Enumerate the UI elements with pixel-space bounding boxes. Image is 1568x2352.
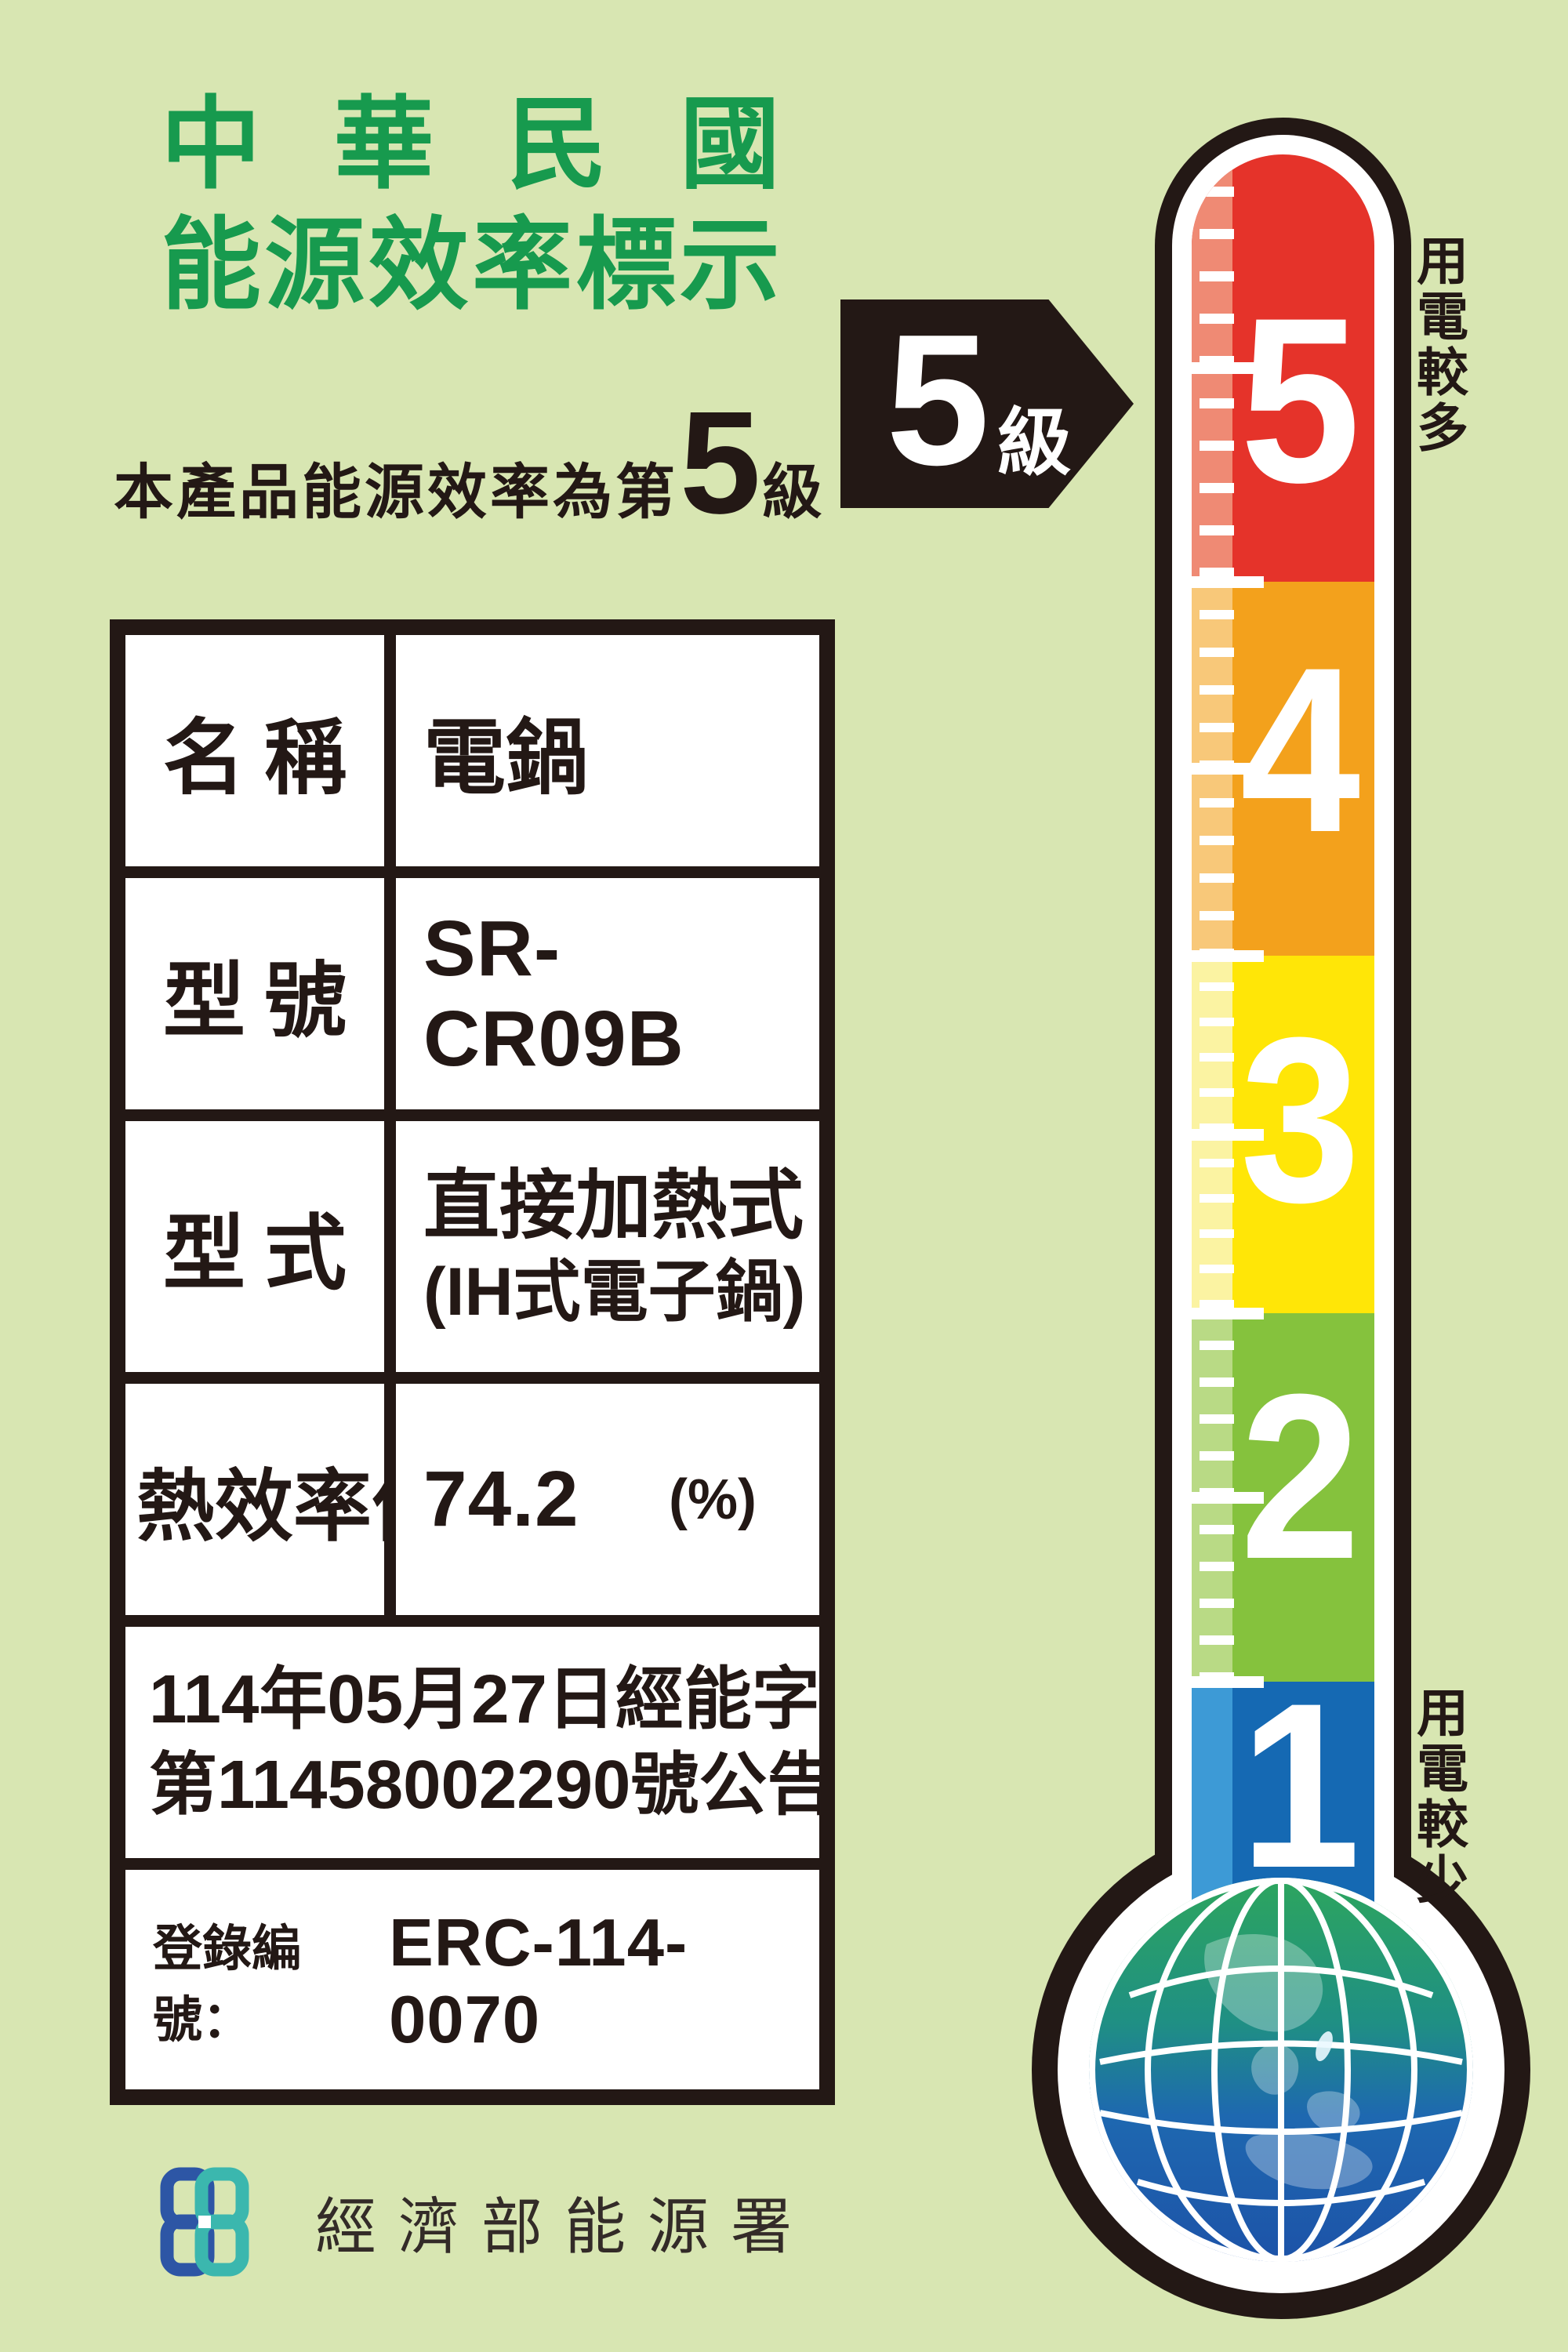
- title-line-2: 能 源 效 率 標 示: [161, 205, 780, 326]
- major-tick: [1192, 362, 1264, 374]
- level-number: 3: [1240, 988, 1361, 1251]
- label-title: 中 華 民 國 能 源 效 率 標 示: [161, 85, 780, 325]
- row-model-label: 型 號: [125, 878, 384, 1109]
- globe-graphic: [1089, 1878, 1473, 2262]
- spec-table: 名 稱 電鍋 型 號 SR-CR09B 型 式 直接加熱式 (IH式電子鍋) 熱…: [110, 619, 835, 2105]
- label-char: 稱: [263, 712, 347, 804]
- arrow-grade-unit: 級: [997, 401, 1072, 485]
- grade-number: 5: [680, 382, 761, 544]
- row-model-value: SR-CR09B: [396, 878, 819, 1109]
- model-number: SR-CR09B: [423, 904, 684, 1083]
- label-char: 效: [215, 1463, 293, 1551]
- label-char: 號: [263, 955, 347, 1047]
- title-char: 華: [333, 89, 434, 201]
- major-tick: [1192, 1676, 1264, 1688]
- footer: 經濟部能源署: [157, 2164, 814, 2280]
- grade-statement-prefix: 本產品能源效率為第: [114, 459, 678, 526]
- efficiency-value: 74.2: [423, 1455, 579, 1543]
- agency-name: 經濟部能源署: [315, 2192, 815, 2261]
- label-char: 型: [163, 1208, 246, 1300]
- label-char: 型: [163, 955, 246, 1047]
- thermo-level-1: 1: [1192, 1668, 1374, 1913]
- thermo-highlight-strip: [1192, 1682, 1232, 1913]
- level-number: 2: [1240, 1345, 1361, 1608]
- title-char: 率: [472, 209, 573, 321]
- row-name-label: 名 稱: [125, 635, 384, 866]
- moea-energy-logo: [160, 2167, 249, 2277]
- row-efficiency-value: 74.2 (%): [396, 1384, 819, 1615]
- major-tick: [1192, 1129, 1264, 1141]
- registration-cell: 登錄編號： ERC-114-0070: [125, 1870, 819, 2089]
- grade-arrow-badge: 5 級: [840, 299, 1134, 508]
- major-tick: [1192, 1308, 1264, 1319]
- arrow-grade-number: 5: [886, 296, 990, 504]
- uses-more-power-label: 用電較多: [1410, 234, 1468, 456]
- title-line-1: 中 華 民 國: [161, 85, 780, 205]
- title-char: 國: [679, 89, 780, 201]
- announcement-cell: 114年05月27日經能字 第11458002290號公告: [125, 1627, 819, 1858]
- thermo-level-2: 2: [1192, 1313, 1374, 1682]
- major-tick: [1192, 576, 1264, 588]
- label-char: 值: [372, 1443, 384, 1556]
- major-tick: [1192, 950, 1264, 962]
- label-char: 率: [293, 1463, 372, 1551]
- level-number: 5: [1240, 268, 1361, 532]
- level-number: 4: [1240, 618, 1361, 881]
- title-char: 中: [161, 89, 262, 201]
- grade-statement: 本產品能源效率為第 5 級: [114, 390, 822, 536]
- type-line-2: (IH式電子鍋): [423, 1254, 806, 1330]
- thermometer-scale: 5 4 3 2 1: [1192, 154, 1374, 1913]
- major-tick: [1192, 1492, 1264, 1504]
- announcement-line-1: 114年05月27日經能字: [149, 1661, 819, 1737]
- row-name-value: 電鍋: [396, 635, 819, 866]
- row-efficiency-label: 熱 效 率 值: [125, 1384, 384, 1615]
- efficiency-unit: (%): [669, 1468, 757, 1531]
- globe-icon: [1089, 1878, 1473, 2262]
- title-char: 民: [506, 89, 608, 201]
- major-tick: [1192, 763, 1264, 775]
- title-char: 標: [575, 209, 677, 321]
- label-char: 熱: [136, 1463, 215, 1551]
- uses-less-power-label: 用電較少: [1410, 1686, 1468, 1908]
- product-name: 電鍋: [423, 712, 589, 804]
- label-char: 式: [263, 1208, 347, 1300]
- announcement-line-2: 第11458002290號公告: [149, 1746, 819, 1823]
- row-type-label: 型 式: [125, 1121, 384, 1372]
- registration-label: 登錄編號：: [153, 1922, 301, 2048]
- title-char: 示: [679, 209, 780, 321]
- type-line-1: 直接加熱式: [423, 1163, 804, 1249]
- label-char: 名: [163, 712, 246, 804]
- row-type-value: 直接加熱式 (IH式電子鍋): [396, 1121, 819, 1372]
- grade-unit: 級: [762, 459, 822, 526]
- title-char: 源: [264, 209, 365, 321]
- title-char: 能: [161, 209, 262, 321]
- registration-number: ERC-114-0070: [389, 1906, 688, 2057]
- title-char: 效: [368, 209, 469, 321]
- level-number: 1: [1240, 1653, 1361, 1913]
